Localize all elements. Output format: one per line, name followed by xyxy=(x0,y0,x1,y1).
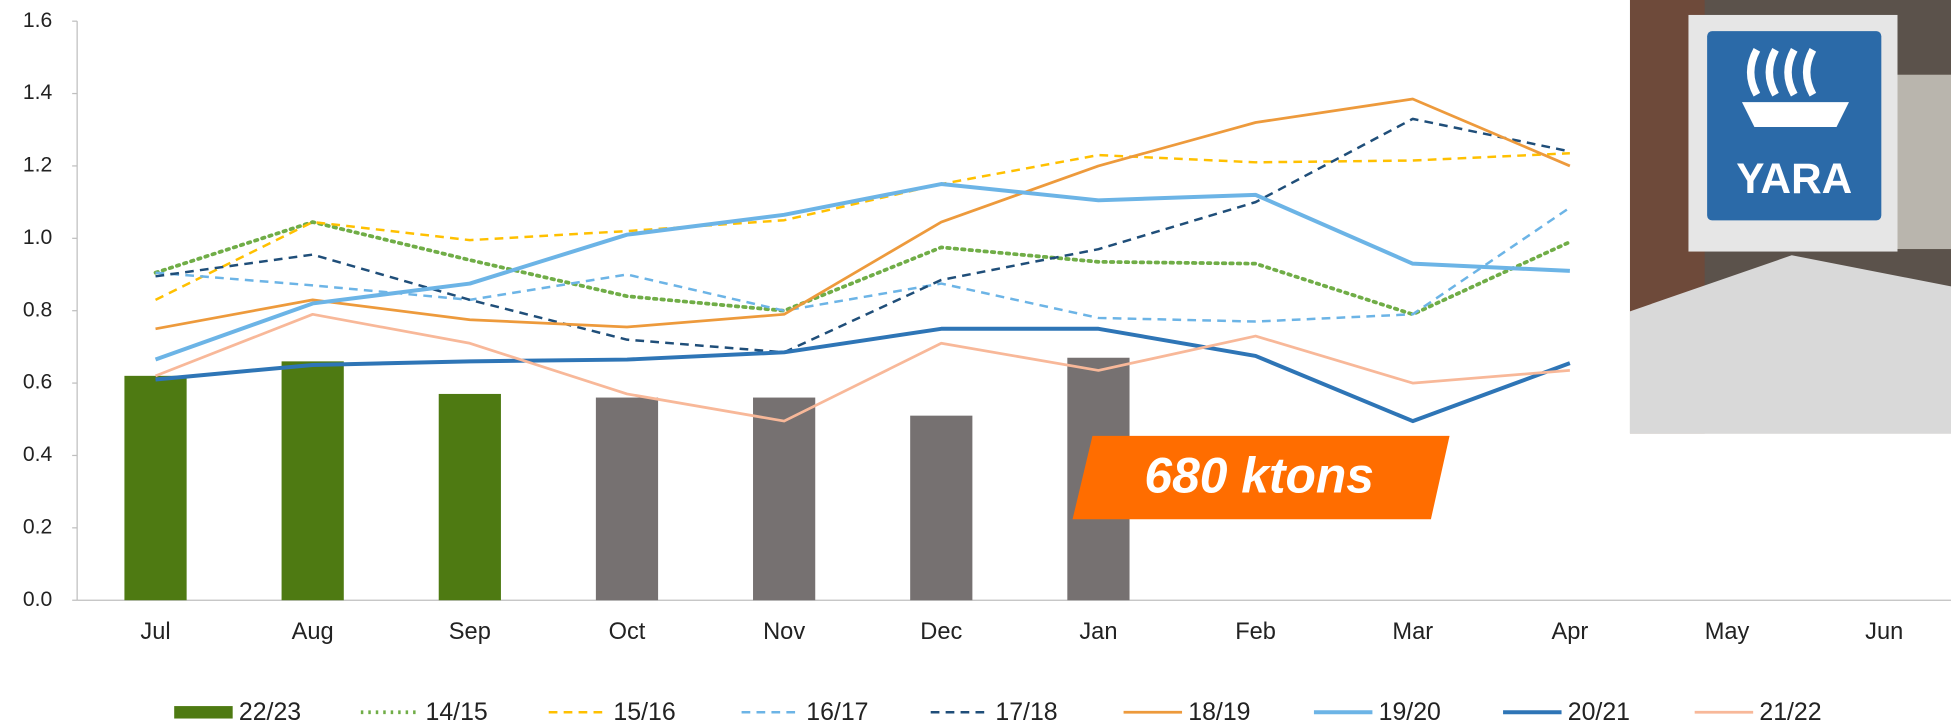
photo: YARA xyxy=(1629,0,1951,434)
legend-label: 21/22 xyxy=(1759,698,1821,726)
x-tick-label: Apr xyxy=(1551,619,1588,645)
legend-label: 14/15 xyxy=(426,698,488,726)
legend-label: 15/16 xyxy=(613,698,675,726)
logo-ship-sails xyxy=(1746,47,1817,97)
bar xyxy=(595,397,659,601)
x-tick-label: Oct xyxy=(609,619,646,645)
photo-panel xyxy=(1629,255,1951,434)
legend-label: 22/23 xyxy=(239,698,301,726)
logo-text: YARA xyxy=(1736,155,1852,202)
y-tick-label: 0.6 xyxy=(23,371,52,394)
line xyxy=(155,312,1570,423)
bar xyxy=(124,375,187,601)
x-tick-label: Jan xyxy=(1079,619,1117,645)
y-tick-label: 1.4 xyxy=(23,81,53,104)
line xyxy=(155,206,1571,323)
y-tick-label: 0.4 xyxy=(23,443,53,466)
y-tick-label: 0.0 xyxy=(23,588,52,611)
legend-label: 16/17 xyxy=(806,698,868,726)
line xyxy=(154,152,1570,301)
line xyxy=(154,182,1570,362)
x-tick-label: Aug xyxy=(292,619,334,645)
bar xyxy=(753,397,816,601)
x-tick-label: Mar xyxy=(1392,619,1433,645)
line xyxy=(155,97,1571,331)
x-tick-label: Dec xyxy=(920,619,962,645)
legend-swatch xyxy=(174,706,233,719)
x-tick-label: Nov xyxy=(763,619,805,645)
legend: 22/23 14/15 15/16 16/17 17/18 18/19 19/20 20/21… xyxy=(174,698,1822,726)
logo-ship-hull xyxy=(1741,102,1849,128)
legend-label: 19/20 xyxy=(1379,698,1441,726)
annotation: 680 ktons xyxy=(1144,448,1374,504)
y-tick-label: 1.6 xyxy=(23,9,52,32)
lines xyxy=(153,97,1572,424)
bar xyxy=(438,393,501,601)
y-tick-label: 0.8 xyxy=(23,298,52,321)
legend-label: 20/21 xyxy=(1568,698,1630,726)
annotation-box xyxy=(1072,435,1450,520)
photo-building xyxy=(1891,74,1951,250)
line xyxy=(155,117,1571,354)
bars xyxy=(124,357,1130,601)
x-tick-label: May xyxy=(1705,619,1750,645)
x-tick-label: Jul xyxy=(140,619,170,645)
legend-label: 17/18 xyxy=(995,698,1057,726)
bar xyxy=(910,415,973,601)
x-tick-label: Feb xyxy=(1235,619,1276,645)
y-tick-label: 1.0 xyxy=(23,226,52,249)
line xyxy=(153,220,1572,317)
legend-label: 18/19 xyxy=(1188,698,1250,726)
bar xyxy=(281,361,344,601)
x-tick-label: Sep xyxy=(449,619,491,645)
y-tick-label: 0.2 xyxy=(23,515,52,538)
y-tick-label: 1.2 xyxy=(23,154,52,177)
x-tick-label: Jun xyxy=(1865,619,1903,645)
line xyxy=(155,326,1571,424)
